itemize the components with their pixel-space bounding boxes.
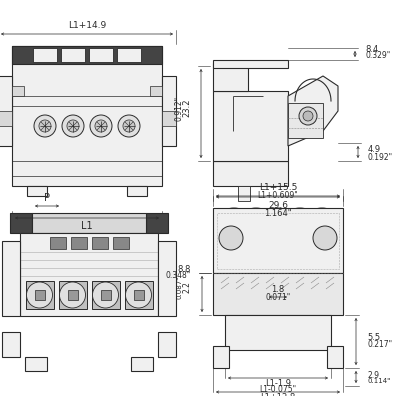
Circle shape [26, 282, 52, 308]
Text: 2.2: 2.2 [182, 281, 191, 293]
Text: P: P [44, 193, 50, 203]
Bar [2, 332, 20, 357]
Text: 0.329": 0.329" [365, 51, 390, 61]
Bar [213, 60, 288, 68]
Bar [34, 290, 44, 300]
Bar [92, 237, 108, 249]
Text: L1+0.609": L1+0.609" [258, 190, 298, 200]
Circle shape [62, 115, 84, 137]
Text: L1+14.9: L1+14.9 [68, 21, 106, 30]
Bar [213, 63, 248, 91]
Text: 1.164": 1.164" [264, 209, 292, 219]
Bar [150, 86, 162, 96]
Bar [162, 76, 176, 146]
Bar [213, 273, 343, 315]
Circle shape [118, 115, 140, 137]
Text: 0.087": 0.087" [177, 275, 183, 299]
Bar [12, 46, 162, 186]
Bar [112, 237, 128, 249]
Bar [127, 186, 147, 196]
Circle shape [92, 282, 118, 308]
Text: 0.192": 0.192" [368, 152, 393, 162]
Bar [32, 213, 146, 233]
Bar [100, 290, 110, 300]
Circle shape [90, 115, 112, 137]
Bar [288, 103, 323, 138]
Bar [217, 213, 339, 269]
Bar [213, 161, 288, 186]
Bar [33, 48, 57, 62]
Bar [58, 281, 86, 309]
Circle shape [303, 111, 313, 121]
Text: L1-1.9: L1-1.9 [265, 379, 291, 388]
Bar [70, 237, 86, 249]
Text: L1: L1 [81, 221, 93, 231]
Text: 0.348": 0.348" [166, 272, 191, 280]
Bar [158, 332, 176, 357]
Bar [327, 346, 343, 368]
Circle shape [67, 120, 79, 132]
Circle shape [126, 282, 152, 308]
Text: L1-0.075": L1-0.075" [260, 385, 296, 394]
Bar [92, 281, 120, 309]
Bar [10, 213, 32, 233]
Text: 2.9: 2.9 [367, 371, 379, 379]
Bar [27, 186, 47, 196]
Text: 1.8: 1.8 [271, 286, 285, 295]
Circle shape [313, 226, 337, 250]
Text: L1+12.8: L1+12.8 [260, 394, 296, 396]
Bar [146, 213, 168, 233]
Bar [25, 357, 47, 371]
Text: 8.4: 8.4 [365, 46, 378, 55]
Text: 8.8: 8.8 [178, 265, 191, 274]
Circle shape [219, 226, 243, 250]
Bar [0, 76, 12, 146]
Bar [213, 208, 343, 273]
Bar [131, 357, 153, 371]
Bar [68, 290, 78, 300]
Text: 0.912": 0.912" [174, 95, 183, 120]
Bar [158, 241, 176, 316]
Polygon shape [288, 76, 338, 146]
Bar [225, 315, 331, 350]
Circle shape [39, 120, 51, 132]
Text: 5.5: 5.5 [367, 333, 380, 342]
Bar [2, 241, 20, 316]
Bar [162, 111, 176, 126]
Circle shape [95, 120, 107, 132]
Text: 0.071": 0.071" [265, 293, 291, 301]
Circle shape [60, 282, 86, 308]
Bar [26, 281, 54, 309]
Bar [0, 111, 12, 126]
Bar [20, 233, 158, 316]
Bar [213, 346, 229, 368]
Bar [117, 48, 141, 62]
Circle shape [34, 115, 56, 137]
Bar [50, 237, 66, 249]
Text: 23.2: 23.2 [182, 99, 191, 117]
Bar [12, 86, 24, 96]
Text: 4.9: 4.9 [368, 145, 381, 154]
Bar [89, 48, 113, 62]
Bar [238, 186, 250, 201]
Text: 29.6: 29.6 [268, 202, 288, 211]
Circle shape [299, 107, 317, 125]
Bar [124, 281, 152, 309]
Bar [12, 46, 162, 64]
Bar [134, 290, 144, 300]
Text: 0.114": 0.114" [367, 378, 390, 384]
Text: L1+15.5: L1+15.5 [259, 183, 297, 192]
Bar [61, 48, 85, 62]
Text: 0.217": 0.217" [367, 340, 392, 349]
Circle shape [123, 120, 135, 132]
Bar [213, 91, 288, 161]
